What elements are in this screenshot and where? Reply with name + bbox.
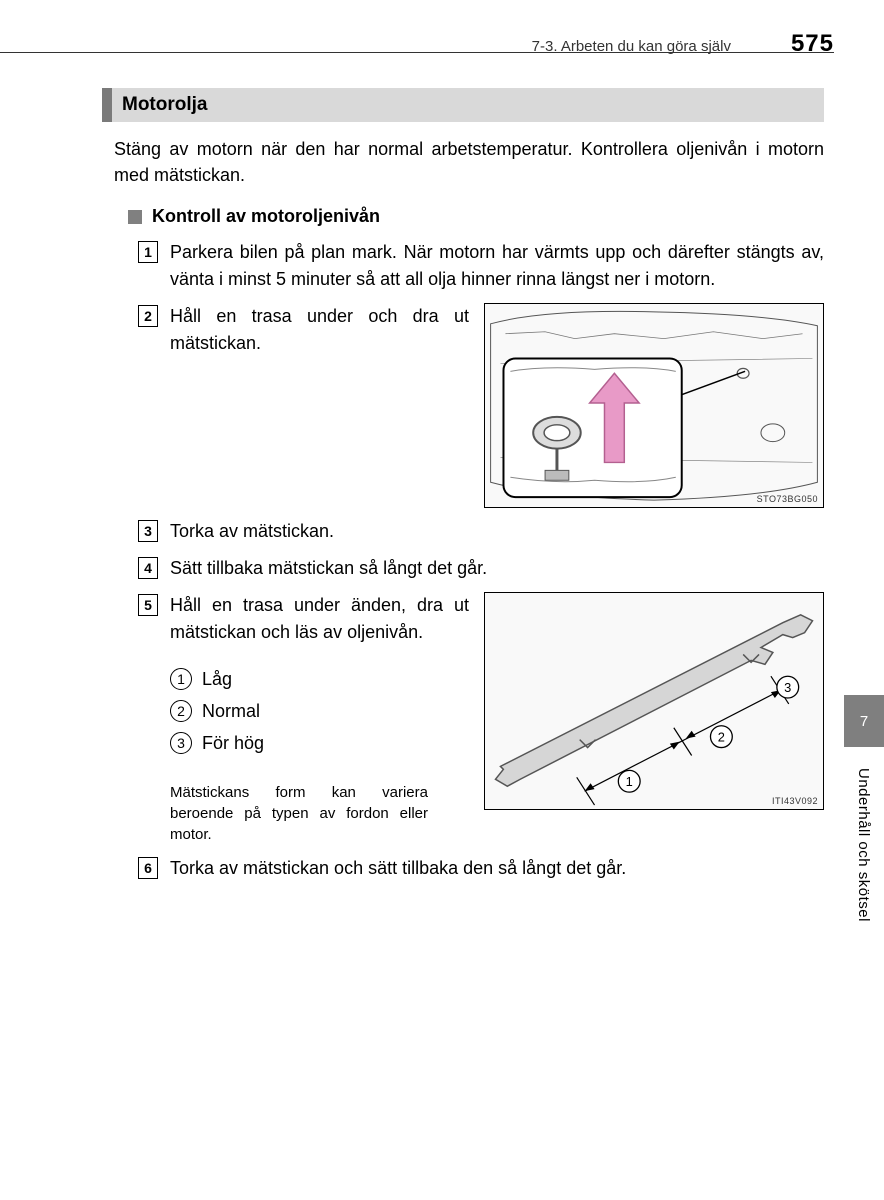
step-number-box: 3 [138,520,158,542]
chapter-tab: 7 [844,695,884,747]
figure-dipstick: 1 2 3 ITI43V092 [484,592,824,810]
step-text: Torka av mätstickan. [170,518,334,545]
circle-number-icon: 1 [170,668,192,690]
legend-label: Normal [202,701,260,722]
step-number-box: 1 [138,241,158,263]
figure-code: ITI43V092 [772,796,818,806]
step-text: Torka av mätstickan och sätt tillbaka de… [170,855,626,882]
step-number-box: 2 [138,305,158,327]
page-number: 575 [791,30,834,58]
dipstick-illustration: 1 2 3 [485,593,823,809]
legend-item-normal: 2 Normal [170,700,469,722]
sub-heading-text: Kontroll av motoroljenivån [152,206,380,227]
fig-label-1: 1 [626,774,633,789]
step-text: Parkera bilen på plan mark. När motorn h… [170,239,824,293]
step-number-box: 4 [138,557,158,579]
manual-page: 7-3. Arbeten du kan göra själv 575 Motor… [0,0,884,922]
circle-number-icon: 3 [170,732,192,754]
engine-illustration [485,304,823,507]
chapter-number: 7 [860,713,868,730]
step-5-row: 5 Håll en trasa under änden, dra ut mäts… [108,592,824,845]
figure-engine: STO73BG050 [484,303,824,508]
step-3: 3 Torka av mätstickan. [108,518,824,545]
page-header: 7-3. Arbeten du kan göra själv 575 [80,30,834,58]
step-number-box: 6 [138,857,158,879]
legend-label: För hög [202,733,264,754]
content-area: Motorolja Stäng av motorn när den har no… [80,88,834,882]
circle-number-icon: 2 [170,700,192,722]
dipstick-note: Mätstickans form kan variera beroende på… [138,782,428,845]
step-number-box: 5 [138,594,158,616]
step-2-row: 2 Håll en trasa under och dra ut mätstic… [108,303,824,508]
legend-item-low: 1 Låg [170,668,469,690]
step-1: 1 Parkera bilen på plan mark. När motorn… [108,239,824,293]
figure-code: STO73BG050 [757,494,818,504]
intro-text: Stäng av motorn när den har normal arbet… [108,136,824,188]
legend-label: Låg [202,669,232,690]
step-text: Håll en trasa under och dra ut mätsticka… [170,303,469,357]
section-title: Motorolja [102,88,824,122]
square-bullet-icon [128,210,142,224]
step-text: Sätt tillbaka mätstickan så långt det gå… [170,555,487,582]
fig-label-2: 2 [718,730,725,745]
chapter-label: Underhåll och skötsel [855,768,872,922]
sub-heading: Kontroll av motoroljenivån [108,206,824,227]
fig-label-3: 3 [784,680,791,695]
header-rule [0,52,834,53]
step-text: Håll en trasa under änden, dra ut mätsti… [170,592,469,646]
step-4: 4 Sätt tillbaka mätstickan så långt det … [108,555,824,582]
step-6: 6 Torka av mätstickan och sätt tillbaka … [108,855,824,882]
legend-item-high: 3 För hög [170,732,469,754]
